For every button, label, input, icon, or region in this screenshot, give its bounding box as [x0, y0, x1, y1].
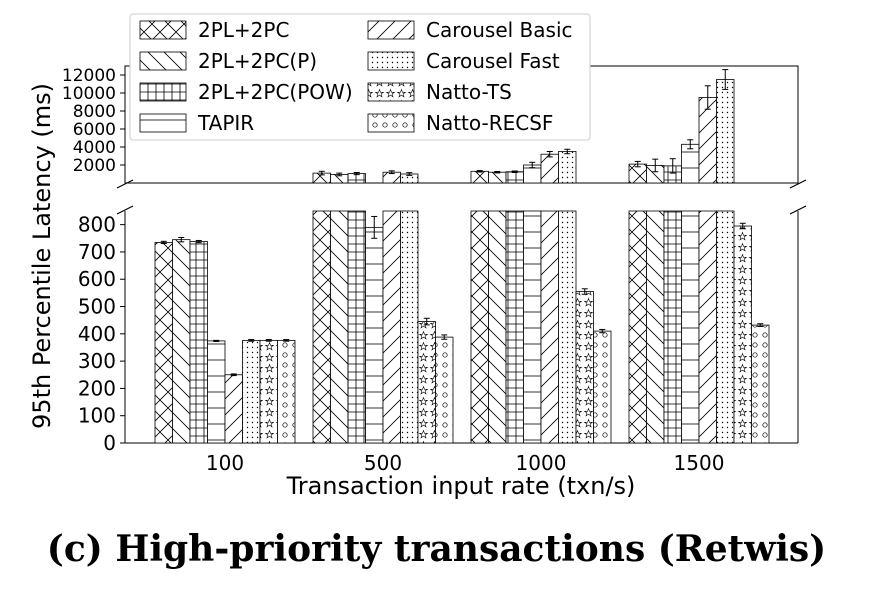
upper-y-tick-label: 6000 — [73, 120, 116, 140]
bar-natto-ts-100 — [259, 339, 278, 444]
bar-tapir-1000-lower — [523, 210, 542, 444]
legend-label: 2PL+2PC — [198, 18, 289, 42]
bar-2pl-2pc-500-lower — [312, 210, 331, 444]
legend-label: TAPIR — [197, 111, 254, 135]
legend-swatch — [367, 82, 415, 102]
legend-swatch — [367, 51, 415, 71]
bar-carousel-fast-1500 — [716, 79, 735, 184]
bar-carousel-fast-1000 — [558, 151, 577, 184]
bar-carousel-basic-100 — [224, 374, 243, 444]
lower-y-tick-label: 200 — [78, 376, 116, 400]
lower-y-tick-label: 100 — [78, 404, 116, 428]
bar-carousel-basic-1500 — [698, 97, 717, 184]
bar-carousel-basic-1500-lower — [698, 210, 717, 444]
upper-y-tick-label: 2000 — [73, 156, 116, 176]
bar-tapir-1500-lower — [681, 210, 700, 444]
legend-swatch — [139, 51, 187, 71]
bar-natto-recsf-100 — [277, 339, 296, 444]
x-tick-label: 1000 — [516, 451, 567, 475]
x-tick-label: 1500 — [674, 451, 725, 475]
legend: 2PL+2PC 2PL+2PC(P) 2PL+2PC(POW) TAPIR Carous… — [129, 13, 591, 141]
bar-natto-recsf-1500 — [751, 324, 770, 444]
bar-2pl-2pc-1500-lower — [628, 210, 647, 444]
bar-natto-recsf-1000 — [593, 330, 612, 444]
lower-y-tick-label: 500 — [78, 295, 116, 319]
x-tick-label: 500 — [364, 451, 402, 475]
bar-2pl-2pc-p--1000 — [488, 171, 507, 184]
legend-label: 2PL+2PC(POW) — [198, 80, 353, 104]
lower-y-tick-label: 0 — [103, 431, 116, 455]
x-tick-labels: 100 500 1000 1500 — [206, 451, 725, 475]
legend-label: Carousel Basic — [426, 18, 573, 42]
lower-bars — [154, 210, 770, 444]
bar-carousel-fast-1500-lower — [716, 210, 735, 444]
bar-tapir-100 — [207, 340, 226, 444]
bar-2pl-2pc-pow--500-lower — [347, 210, 366, 444]
x-tick-label: 100 — [206, 451, 244, 475]
lower-y-tick-label: 300 — [78, 349, 116, 373]
legend-swatch — [139, 82, 187, 102]
bar-carousel-basic-1000-lower — [540, 210, 559, 444]
upper-y-tick-label: 10000 — [62, 84, 116, 104]
legend-swatch — [367, 113, 415, 133]
lower-y-tick-label: 800 — [78, 213, 116, 237]
bar-carousel-fast-100 — [242, 339, 261, 444]
x-axis-label: Transaction input rate (txn/s) — [286, 472, 636, 500]
lower-y-tick-label: 600 — [78, 267, 116, 291]
legend-label: 2PL+2PC(P) — [198, 49, 317, 73]
bar-2pl-2pc-pow--100 — [189, 241, 208, 444]
legend-label: Carousel Fast — [426, 49, 560, 73]
legend-entries: 2PL+2PC 2PL+2PC(P) 2PL+2PC(POW) TAPIR Carous… — [139, 18, 573, 135]
lower-plot-area: 0 100 200 300 400 500 600 700 800 — [78, 210, 799, 455]
bar-2pl-2pc-p--1500-lower — [646, 210, 665, 444]
legend-label: Natto-TS — [426, 80, 512, 104]
bar-2pl-2pc-1000-lower — [470, 210, 489, 444]
figure-caption: (c) High-priority transactions (Retwis) — [46, 528, 827, 570]
bar-2pl-2pc-pow--1000 — [505, 171, 524, 184]
upper-y-tick-label: 8000 — [73, 102, 116, 122]
bar-natto-ts-1500 — [733, 225, 752, 444]
bar-natto-ts-1000 — [575, 291, 594, 444]
bar-2pl-2pc-pow--1000-lower — [505, 210, 524, 444]
upper-bars — [312, 69, 735, 184]
axis-break-marks — [116, 179, 807, 215]
bar-carousel-basic-500-lower — [382, 210, 401, 444]
lower-y-ticks: 0 100 200 300 400 500 600 700 800 — [78, 213, 125, 455]
legend-swatch — [139, 113, 187, 133]
bar-tapir-1500 — [681, 143, 700, 184]
lower-y-tick-label: 700 — [78, 240, 116, 264]
upper-y-tick-label: 4000 — [73, 138, 116, 158]
bar-2pl-2pc-p--500-lower — [330, 210, 349, 444]
bar-carousel-fast-500-lower — [400, 210, 419, 444]
legend-label: Natto-RECSF — [426, 111, 553, 135]
bar-carousel-basic-1000 — [540, 153, 559, 184]
legend-frame — [129, 13, 591, 141]
bar-tapir-500 — [365, 226, 384, 444]
legend-swatch — [367, 20, 415, 40]
bar-2pl-2pc-p--100 — [172, 239, 191, 444]
legend-swatch — [139, 20, 187, 40]
bar-natto-recsf-500 — [435, 336, 454, 444]
bar-2pl-2pc-100 — [154, 241, 173, 444]
y-axis-label: 95th Percentile Latency (ms) — [28, 83, 56, 429]
upper-y-tick-label: 12000 — [62, 66, 116, 86]
bar-natto-ts-500 — [417, 321, 436, 444]
bar-carousel-fast-1000-lower — [558, 210, 577, 444]
bar-2pl-2pc-pow--1500-lower — [663, 210, 682, 444]
bar-2pl-2pc-p--1000-lower — [488, 210, 507, 444]
bar-2pl-2pc-1000 — [470, 170, 489, 184]
lower-y-tick-label: 400 — [78, 322, 116, 346]
